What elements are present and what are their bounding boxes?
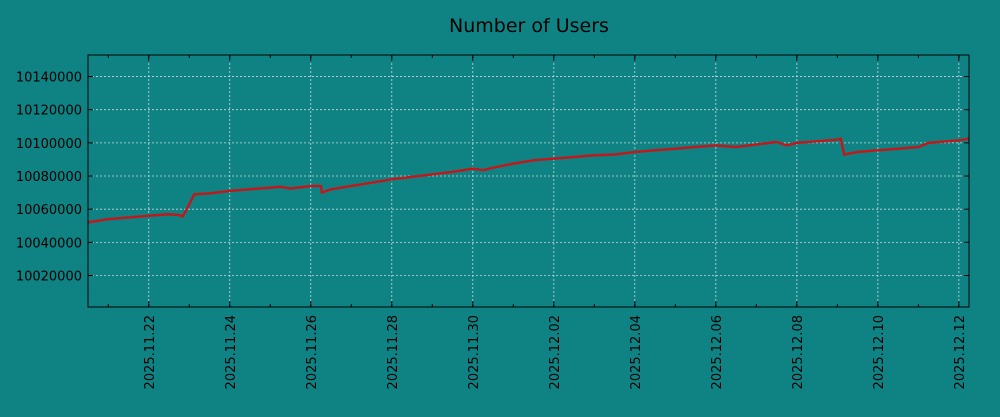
x-tick-label: 2025.11.24	[224, 315, 239, 389]
x-tick-label: 2025.11.22	[143, 315, 158, 389]
x-tick-label: 2025.12.06	[710, 315, 725, 389]
y-tick-label: 10040000	[16, 236, 82, 251]
x-tick-label: 2025.11.30	[467, 315, 482, 389]
x-tick-label: 2025.12.12	[953, 315, 968, 389]
plot-frame	[87, 54, 970, 308]
y-tick-label: 10020000	[16, 270, 82, 285]
y-tick-label: 10100000	[16, 137, 82, 152]
grid-layer	[88, 55, 969, 307]
y-tick-label: 10060000	[16, 203, 82, 218]
x-tick-label: 2025.11.28	[386, 315, 401, 389]
x-tick-label: 2025.12.10	[872, 315, 887, 389]
chart-title: Number of Users	[449, 15, 609, 37]
ticks-layer: 10020000 10040000 10060000 10080000 10100000…	[16, 55, 969, 389]
x-tick-label: 2025.12.02	[548, 315, 563, 389]
x-tick-label: 2025.12.08	[791, 315, 806, 389]
y-tick-label: 10140000	[16, 71, 82, 86]
y-tick-label: 10120000	[16, 104, 82, 119]
y-tick-label: 10080000	[16, 170, 82, 185]
series-line	[87, 137, 970, 224]
x-tick-label: 2025.11.26	[305, 315, 320, 389]
x-tick-label: 2025.12.04	[629, 315, 644, 389]
